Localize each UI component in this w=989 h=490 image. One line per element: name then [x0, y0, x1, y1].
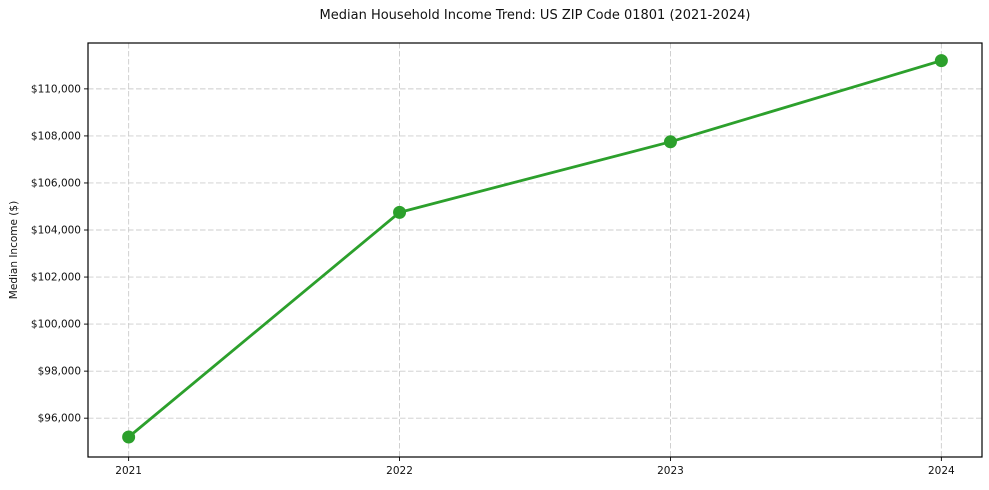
y-tick-label: $108,000 — [31, 130, 81, 142]
data-point — [122, 430, 136, 444]
x-tick-label: 2021 — [115, 465, 142, 477]
data-line — [127, 59, 943, 439]
x-tick-label: 2023 — [657, 465, 684, 477]
data-point — [393, 205, 407, 219]
y-tick-label: $106,000 — [31, 177, 81, 189]
data-point — [934, 54, 948, 68]
x-tick-label: 2022 — [386, 465, 413, 477]
y-tick-label: $96,000 — [38, 413, 81, 425]
y-tick-label: $102,000 — [31, 272, 81, 284]
chart-title: Median Household Income Trend: US ZIP Co… — [319, 8, 751, 23]
plot-border — [87, 42, 983, 458]
y-tick-label: $104,000 — [31, 225, 81, 237]
data-point — [663, 135, 677, 149]
x-tick-label: 2024 — [928, 465, 955, 477]
y-tick-label: $98,000 — [38, 366, 81, 378]
y-tick-label: $110,000 — [31, 83, 81, 95]
y-tick-label: $100,000 — [31, 319, 81, 331]
